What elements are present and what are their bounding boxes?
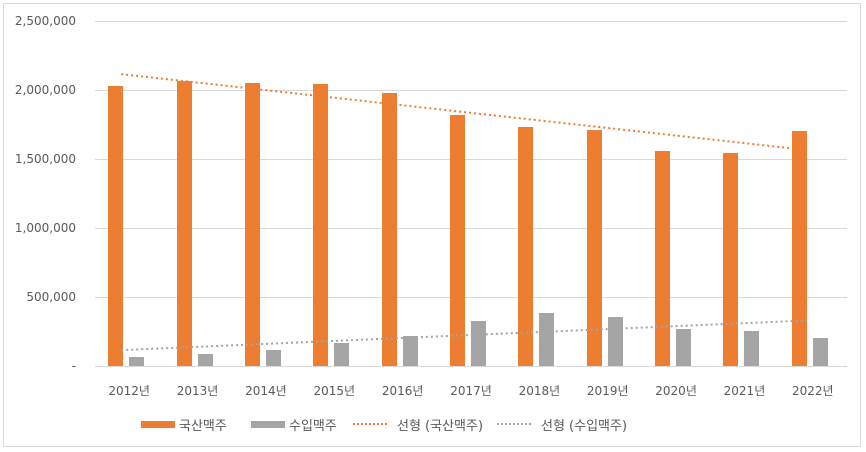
- bar-imported[interactable]: [539, 313, 555, 366]
- bar-domestic[interactable]: [450, 114, 465, 366]
- trendline-imported: [121, 319, 807, 352]
- x-tick-label: 2017년: [450, 384, 492, 398]
- y-tick-label: 1,000,000: [14, 221, 76, 235]
- gridline: [95, 159, 847, 160]
- legend-item-domestic[interactable]: 국산맥주: [141, 412, 227, 436]
- gridline: [95, 366, 847, 367]
- bar-imported[interactable]: [334, 342, 350, 366]
- legend-swatch-dotted-orange: [353, 423, 387, 425]
- bar-domestic[interactable]: [108, 85, 124, 366]
- legend-label: 수입맥주: [289, 418, 337, 434]
- x-tick-label: 2015년: [313, 384, 356, 398]
- x-tick-label: 2016년: [381, 384, 424, 398]
- legend-item-trend-domestic[interactable]: 선형 (국산맥주): [353, 412, 483, 436]
- bar-domestic[interactable]: [381, 93, 397, 366]
- y-tick-label: 2,000,000: [14, 83, 76, 97]
- gridline: [95, 90, 847, 91]
- y-tick-label: 2,500,000: [14, 14, 76, 28]
- bar-imported[interactable]: [129, 357, 145, 366]
- legend-label: 국산맥주: [179, 418, 227, 434]
- x-tick-label: 2021년: [723, 384, 766, 398]
- bar-imported[interactable]: [676, 329, 692, 366]
- x-tick-label: 2012년: [108, 384, 150, 398]
- bar-domestic[interactable]: [723, 153, 739, 366]
- bar-imported[interactable]: [812, 337, 828, 366]
- x-tick-label: 2020년: [655, 384, 697, 398]
- x-tick-label: 2018년: [518, 384, 561, 398]
- chart-frame: [3, 3, 861, 447]
- y-tick-label: 1,500,000: [14, 152, 76, 166]
- legend-swatch-dotted-gray: [497, 423, 531, 425]
- bar-imported[interactable]: [471, 321, 486, 366]
- trendline-domestic: [121, 73, 807, 152]
- bar-domestic[interactable]: [176, 81, 192, 366]
- bar-domestic[interactable]: [586, 130, 602, 366]
- bar-imported[interactable]: [744, 330, 760, 366]
- legend-item-imported[interactable]: 수입맥주: [251, 412, 337, 436]
- bar-imported[interactable]: [197, 353, 213, 366]
- x-tick-label: 2022년: [792, 384, 834, 398]
- legend-swatch-orange: [141, 420, 175, 428]
- bar-imported[interactable]: [265, 349, 281, 366]
- x-tick-label: 2014년: [245, 384, 287, 398]
- bar-domestic[interactable]: [518, 126, 534, 366]
- y-tick-label: -: [71, 359, 76, 373]
- gridline: [95, 297, 847, 298]
- bar-imported[interactable]: [402, 336, 418, 366]
- x-tick-label: 2019년: [586, 384, 629, 398]
- bar-domestic[interactable]: [313, 84, 329, 366]
- legend-label: 선형 (국산맥주): [397, 418, 484, 434]
- gridline: [95, 228, 847, 229]
- gridline: [95, 21, 847, 22]
- bar-domestic[interactable]: [791, 131, 807, 366]
- legend-item-trend-imported[interactable]: 선형 (수입맥주): [497, 412, 627, 436]
- bar-domestic[interactable]: [244, 83, 260, 366]
- legend-swatch-gray: [251, 420, 285, 428]
- bar-domestic[interactable]: [655, 150, 671, 366]
- legend: 국산맥주 수입맥주 선형 (국산맥주) 선형 (수입맥주): [0, 412, 866, 436]
- x-tick-label: 2013년: [176, 384, 219, 398]
- legend-label: 선형 (수입맥주): [541, 418, 628, 434]
- y-tick-label: 500,000: [26, 290, 76, 304]
